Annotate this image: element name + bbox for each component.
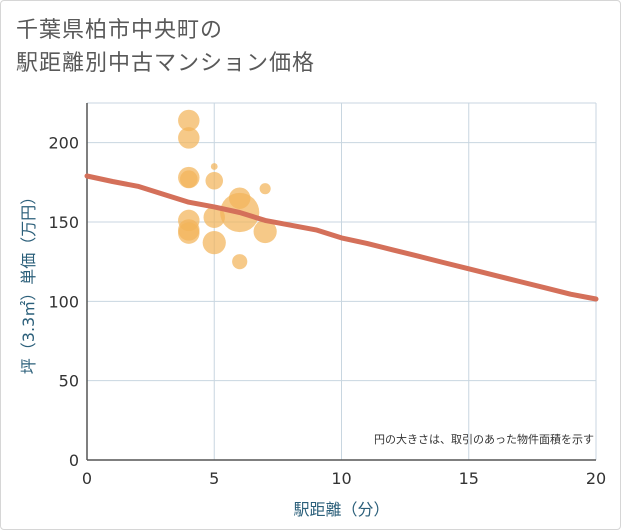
- chart-title: 千葉県柏市中央町の 駅距離別中古マンション価格: [16, 14, 315, 80]
- y-tick-label: 150: [48, 213, 79, 232]
- bubble-size-note: 円の大きさは、取引のあった物件面積を示す: [374, 432, 594, 446]
- x-tick-label: 5: [209, 469, 219, 488]
- grid-lines: [86, 102, 597, 461]
- bubble-point: [205, 171, 224, 190]
- x-tick-label: 0: [82, 469, 92, 488]
- bubble-point: [178, 109, 200, 132]
- bubble-point: [203, 206, 225, 228]
- axis-ticks: 0 50 100 150 200 0 5 10 15 20: [48, 134, 606, 488]
- bubble-point: [202, 231, 226, 255]
- bubble-point: [178, 222, 200, 244]
- bubble-point: [178, 127, 200, 149]
- trend-line: [84, 173, 599, 302]
- bubble-point: [253, 219, 277, 244]
- x-axis-title: 駅距離（分）: [293, 500, 389, 519]
- x-tick-label: 15: [459, 469, 479, 488]
- y-tick-label: 200: [48, 134, 79, 153]
- y-tick-label: 50: [59, 372, 79, 391]
- chart-title-line-2: 駅距離別中古マンション価格: [16, 51, 316, 76]
- bubble-point: [259, 183, 271, 195]
- chart-title-line-1: 千葉県柏市中央町の: [16, 18, 224, 43]
- bubble-point: [210, 163, 218, 170]
- y-axis-title: 坪（3.3㎡）単価（万円）: [19, 189, 38, 374]
- x-tick-label: 10: [331, 469, 351, 488]
- bubble-point: [180, 170, 198, 188]
- y-tick-label: 0: [69, 451, 79, 470]
- x-tick-label: 20: [586, 469, 606, 488]
- bubble-series: [178, 109, 277, 270]
- y-tick-label: 100: [48, 292, 79, 311]
- bubble-point: [232, 254, 248, 270]
